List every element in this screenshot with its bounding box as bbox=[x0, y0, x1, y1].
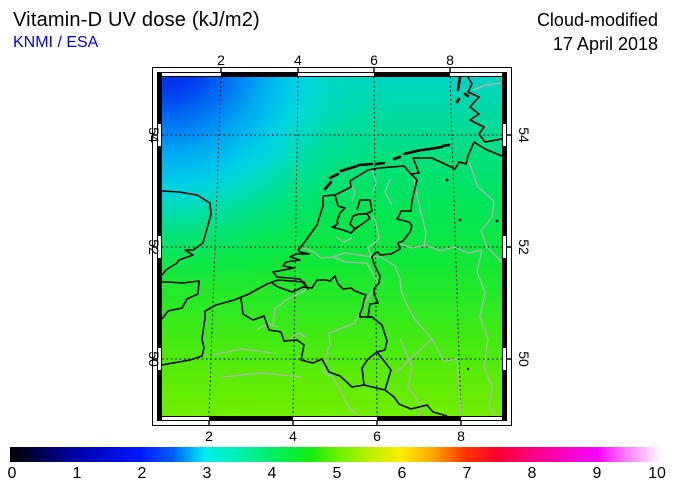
river-rhine bbox=[300, 246, 462, 416]
bottom-tick-6: 6 bbox=[373, 428, 381, 444]
header-left: Vitamin-D UV dose (kJ/m2) KNMI / ESA bbox=[13, 8, 260, 54]
axis-labels: 2 4 6 8 2 4 6 8 54 52 50 54 52 50 bbox=[146, 52, 530, 444]
meridian-6E bbox=[373, 77, 378, 416]
coast-schleswig bbox=[467, 77, 502, 143]
graticule bbox=[162, 77, 502, 416]
colorbar-tick-3: 3 bbox=[202, 465, 212, 482]
coast-mainland bbox=[162, 141, 502, 366]
border-fr-de bbox=[384, 389, 448, 416]
top-tick-6: 6 bbox=[370, 52, 378, 68]
colorbar-tick-7: 7 bbox=[462, 465, 472, 482]
map-canvas bbox=[162, 77, 502, 416]
figure-source: KNMI / ESA bbox=[13, 34, 99, 51]
bottom-tick-2: 2 bbox=[205, 428, 213, 444]
header-right: Cloud-modified 17 April 2018 bbox=[537, 8, 658, 56]
island-sylt bbox=[456, 77, 462, 92]
regional-border-2 bbox=[476, 249, 497, 416]
river-ems bbox=[412, 175, 427, 248]
noordoostpolder bbox=[356, 199, 373, 215]
colorbar-tick-6: 6 bbox=[397, 465, 407, 482]
product-type-label: Cloud-modified bbox=[536, 10, 658, 30]
island-amrum bbox=[455, 97, 461, 104]
border-be-fr bbox=[240, 297, 365, 388]
river-moselle bbox=[395, 338, 433, 374]
map-frame bbox=[152, 67, 512, 426]
province-border-1 bbox=[349, 182, 356, 202]
frame-ticks bbox=[152, 67, 512, 426]
river-ijssel bbox=[364, 214, 380, 256]
colorbar-tick-0: 0 bbox=[7, 465, 17, 482]
lake-steinhuder bbox=[495, 219, 499, 223]
ijsselmeer-shore bbox=[331, 194, 358, 234]
island-wangerooge bbox=[441, 143, 451, 148]
product-date-label: 17 April 2018 bbox=[552, 34, 658, 54]
colorbar-tick-9: 9 bbox=[592, 465, 602, 482]
province-border-3 bbox=[384, 178, 393, 206]
bottom-tick-4: 4 bbox=[289, 428, 297, 444]
bottom-tick-8: 8 bbox=[457, 428, 465, 444]
denmark-border bbox=[472, 82, 502, 91]
regional-border-3 bbox=[399, 338, 423, 416]
regional-border-4 bbox=[257, 323, 279, 330]
meridian-8E bbox=[449, 77, 462, 416]
island-schiermonnikoog bbox=[374, 161, 386, 166]
colorbar-tick-5: 5 bbox=[332, 465, 342, 482]
colorbar-gradient bbox=[10, 447, 662, 462]
island-vlieland bbox=[328, 172, 340, 180]
colorbar-tick-1: 1 bbox=[72, 465, 82, 482]
colorbar: 0 1 2 3 4 5 6 7 8 9 10 bbox=[7, 447, 666, 487]
map-speck bbox=[466, 367, 470, 371]
coast-east-anglia bbox=[162, 190, 212, 276]
colorbar-tick-8: 8 bbox=[527, 465, 537, 482]
uv-field-lowdose-blob bbox=[162, 77, 502, 416]
province-border-4 bbox=[335, 236, 353, 243]
left-tick-50: 50 bbox=[146, 351, 162, 367]
map-figure: 2 4 6 8 2 4 6 8 54 52 50 54 52 50 bbox=[146, 52, 530, 444]
colorbar-tick-4: 4 bbox=[267, 465, 277, 482]
river-lys bbox=[211, 348, 273, 356]
small-lakes bbox=[445, 178, 499, 371]
meridian-4E bbox=[292, 77, 299, 416]
island-norderney bbox=[402, 148, 423, 156]
rivers-and-regional-borders bbox=[211, 161, 502, 416]
island-ameland bbox=[357, 162, 374, 167]
top-tick-4: 4 bbox=[294, 52, 302, 68]
top-tick-8: 8 bbox=[446, 52, 454, 68]
lake-zwischenahner bbox=[445, 178, 449, 182]
river-aisne bbox=[221, 372, 303, 378]
island-terschelling bbox=[339, 164, 359, 173]
colorbar-tick-2: 2 bbox=[137, 465, 147, 482]
figure-title: Vitamin-D UV dose (kJ/m2) bbox=[13, 9, 260, 31]
right-tick-54: 54 bbox=[516, 127, 530, 143]
border-be-de bbox=[371, 316, 388, 353]
left-tick-52: 52 bbox=[146, 239, 162, 255]
right-tick-52: 52 bbox=[516, 239, 530, 255]
left-tick-54: 54 bbox=[146, 127, 162, 143]
wadden-islands bbox=[323, 77, 470, 191]
river-meuse bbox=[322, 256, 379, 416]
regional-border-1 bbox=[397, 242, 483, 254]
colorbar-tick-10: 10 bbox=[648, 465, 666, 482]
island-langeoog bbox=[421, 145, 444, 152]
coastlines-and-borders bbox=[162, 77, 502, 416]
island-texel bbox=[323, 180, 333, 191]
colorbar-labels: 0 1 2 3 4 5 6 7 8 9 10 bbox=[7, 465, 666, 485]
coast-kent bbox=[162, 280, 200, 320]
border-nl-de bbox=[367, 173, 418, 318]
river-scheldt bbox=[272, 288, 309, 327]
island-borkum bbox=[392, 155, 402, 161]
island-fohr bbox=[463, 92, 470, 98]
regional-border-5 bbox=[289, 332, 307, 340]
lake-dummer bbox=[458, 218, 462, 222]
right-tick-50: 50 bbox=[516, 351, 530, 367]
top-tick-2: 2 bbox=[217, 52, 225, 68]
border-nl-be bbox=[271, 275, 372, 318]
river-weser bbox=[468, 161, 502, 263]
province-border-2 bbox=[371, 169, 377, 194]
